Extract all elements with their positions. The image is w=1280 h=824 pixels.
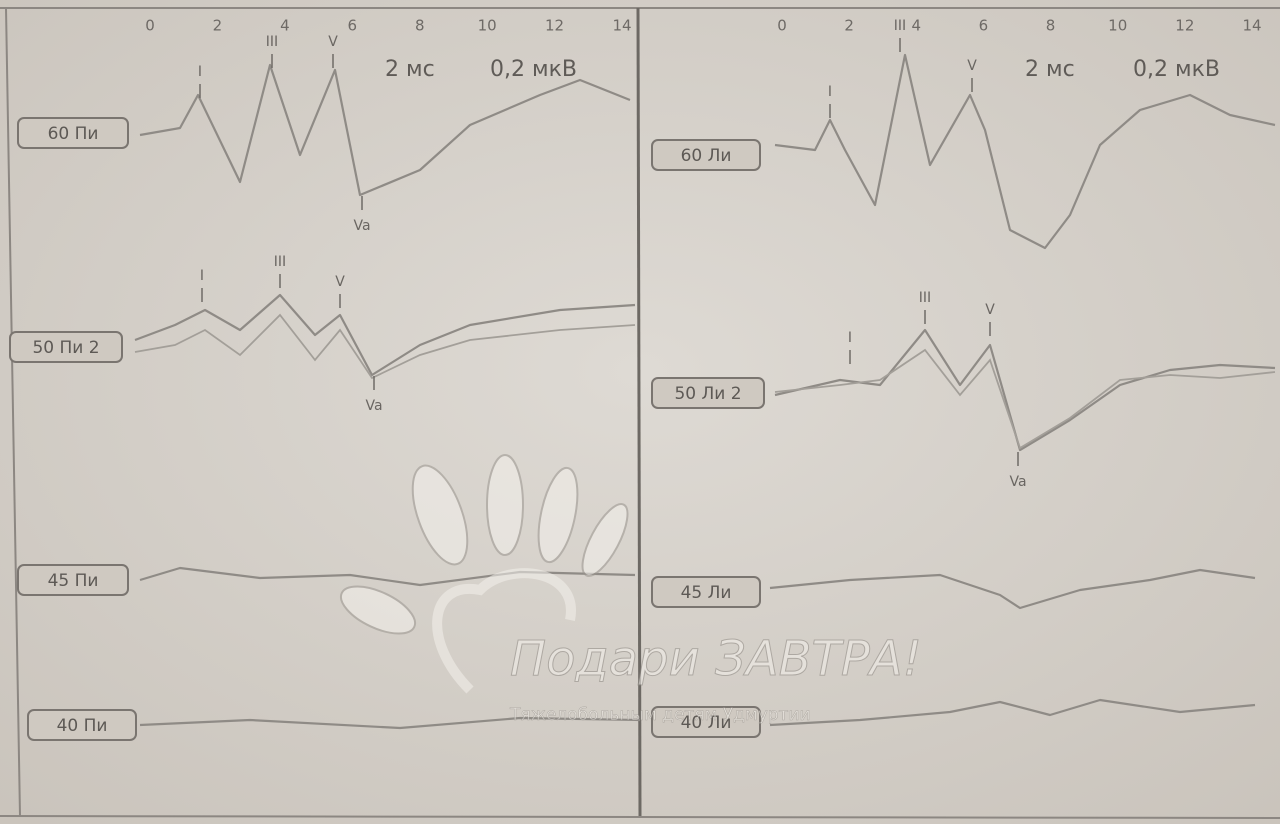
amplitude-scale: 0,2 мкВ <box>1133 57 1220 82</box>
watermark-title: Подари ЗАВТРА! <box>510 631 922 687</box>
time-tick-label: 4 <box>912 17 922 35</box>
peak-label: III <box>274 254 286 270</box>
peak-label: V <box>967 58 977 74</box>
peak-label: I <box>198 64 202 80</box>
trace-label: 50 Пи 2 <box>32 338 99 358</box>
trace-label: 45 Пи <box>48 571 99 591</box>
trace-label: 60 Пи <box>48 124 99 144</box>
peak-label: Va <box>1009 474 1026 490</box>
page: ABR recording {"panels": [ {"ticks": ["0… <box>0 0 1280 824</box>
time-tick-label: 6 <box>348 17 358 35</box>
time-scale: 2 мс <box>385 57 435 82</box>
time-tick-label: 0 <box>777 17 787 35</box>
time-tick-label: 6 <box>979 17 989 35</box>
peak-label: Va <box>365 398 382 414</box>
peak-label: V <box>328 34 338 50</box>
time-tick-label: 12 <box>545 17 564 35</box>
hand-finger <box>487 455 523 555</box>
peak-label: I <box>848 330 852 346</box>
watermark-subtitle: Тяжелобольным детям Удмуртии <box>509 705 811 725</box>
time-tick-label: 10 <box>478 17 497 35</box>
peak-label: V <box>985 302 995 318</box>
panel-divider <box>638 8 640 816</box>
time-tick-label: 10 <box>1108 17 1127 35</box>
time-tick-label: 4 <box>280 17 290 35</box>
peak-label: I <box>828 84 832 100</box>
trace-label: 50 Ли 2 <box>674 384 741 404</box>
time-tick-label: 0 <box>145 17 155 35</box>
peak-label: I <box>200 268 204 284</box>
trace-label: 40 Пи <box>57 716 108 736</box>
trace-label: 60 Ли <box>681 146 732 166</box>
time-tick-label: 8 <box>1046 17 1056 35</box>
peak-label: Va <box>353 218 370 234</box>
time-tick-label: 2 <box>213 17 223 35</box>
amplitude-scale: 0,2 мкВ <box>490 57 577 82</box>
time-tick-label: 14 <box>1242 17 1261 35</box>
scan: 024681012142 мс0,2 мкВ60 ПиIIIIVVa50 Пи … <box>0 0 1280 824</box>
time-tick-label: 12 <box>1175 17 1194 35</box>
peak-label: III <box>894 18 906 34</box>
time-tick-label: 14 <box>612 17 631 35</box>
peak-label: III <box>919 290 931 306</box>
peak-label: III <box>266 34 278 50</box>
peak-label: V <box>335 274 345 290</box>
time-scale: 2 мс <box>1025 57 1075 82</box>
time-tick-label: 2 <box>844 17 854 35</box>
time-tick-label: 8 <box>415 17 425 35</box>
body: 024681012142 мс0,2 мкВ60 ПиIIIIVVa50 Пи … <box>0 0 1280 824</box>
trace-label: 45 Ли <box>681 583 732 603</box>
